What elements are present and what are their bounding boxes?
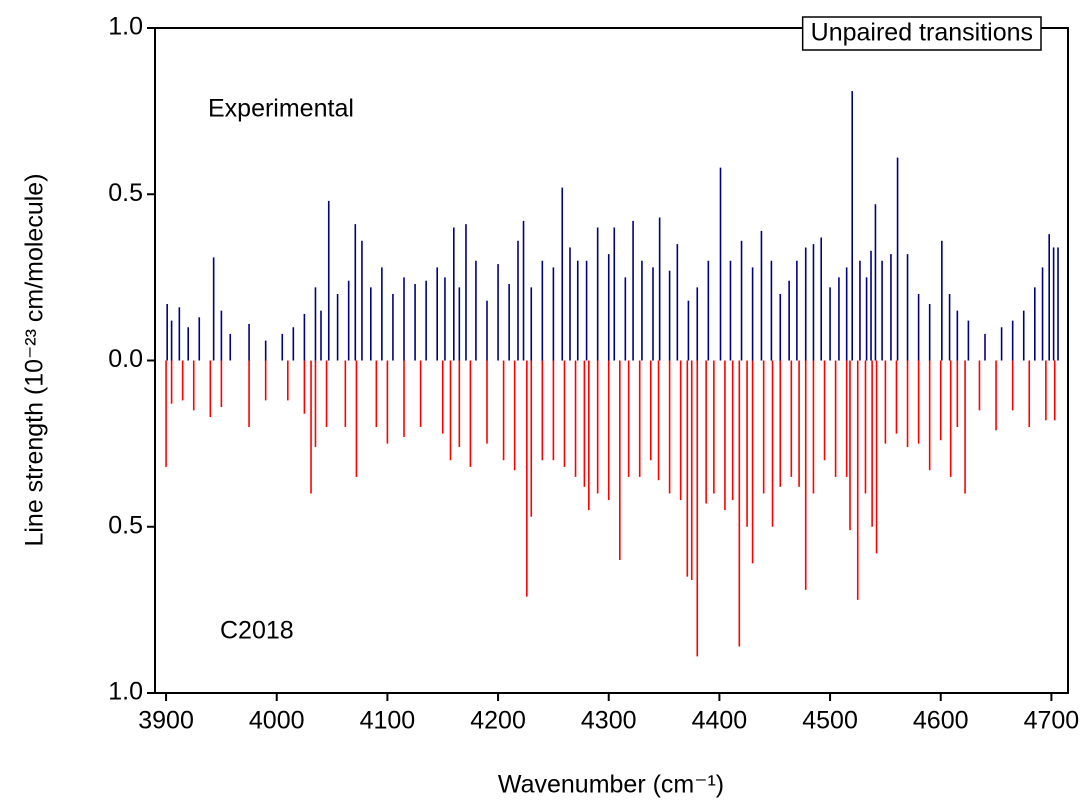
legend-title: Unpaired transitions	[811, 19, 1033, 47]
x-tick-label: 4100	[360, 707, 416, 735]
x-tick-label: 4400	[692, 707, 748, 735]
x-tick-label: 4600	[913, 707, 969, 735]
x-tick-label: 3900	[138, 707, 194, 735]
x-tick-label: 4700	[1024, 707, 1080, 735]
legend-box	[801, 16, 1042, 51]
annotation: C2018	[220, 617, 294, 645]
y-tick-label: 1.0	[108, 13, 143, 41]
y-tick-label: 0.5	[108, 511, 143, 539]
y-tick-label: 1.0	[108, 678, 143, 706]
x-tick-label: 4300	[581, 707, 637, 735]
x-axis-title: Wavenumber (cm⁻¹)	[498, 771, 724, 799]
annotation: Experimental	[208, 95, 354, 123]
x-tick-label: 4200	[470, 707, 526, 735]
x-tick-label: 4000	[249, 707, 305, 735]
y-tick-label: 0.0	[108, 345, 143, 373]
plot-frame	[154, 27, 1069, 694]
y-tick-label: 0.5	[108, 179, 143, 207]
y-axis-title: Line strength (10⁻²³ cm/molecule)	[21, 173, 49, 546]
x-tick-label: 4500	[802, 707, 858, 735]
